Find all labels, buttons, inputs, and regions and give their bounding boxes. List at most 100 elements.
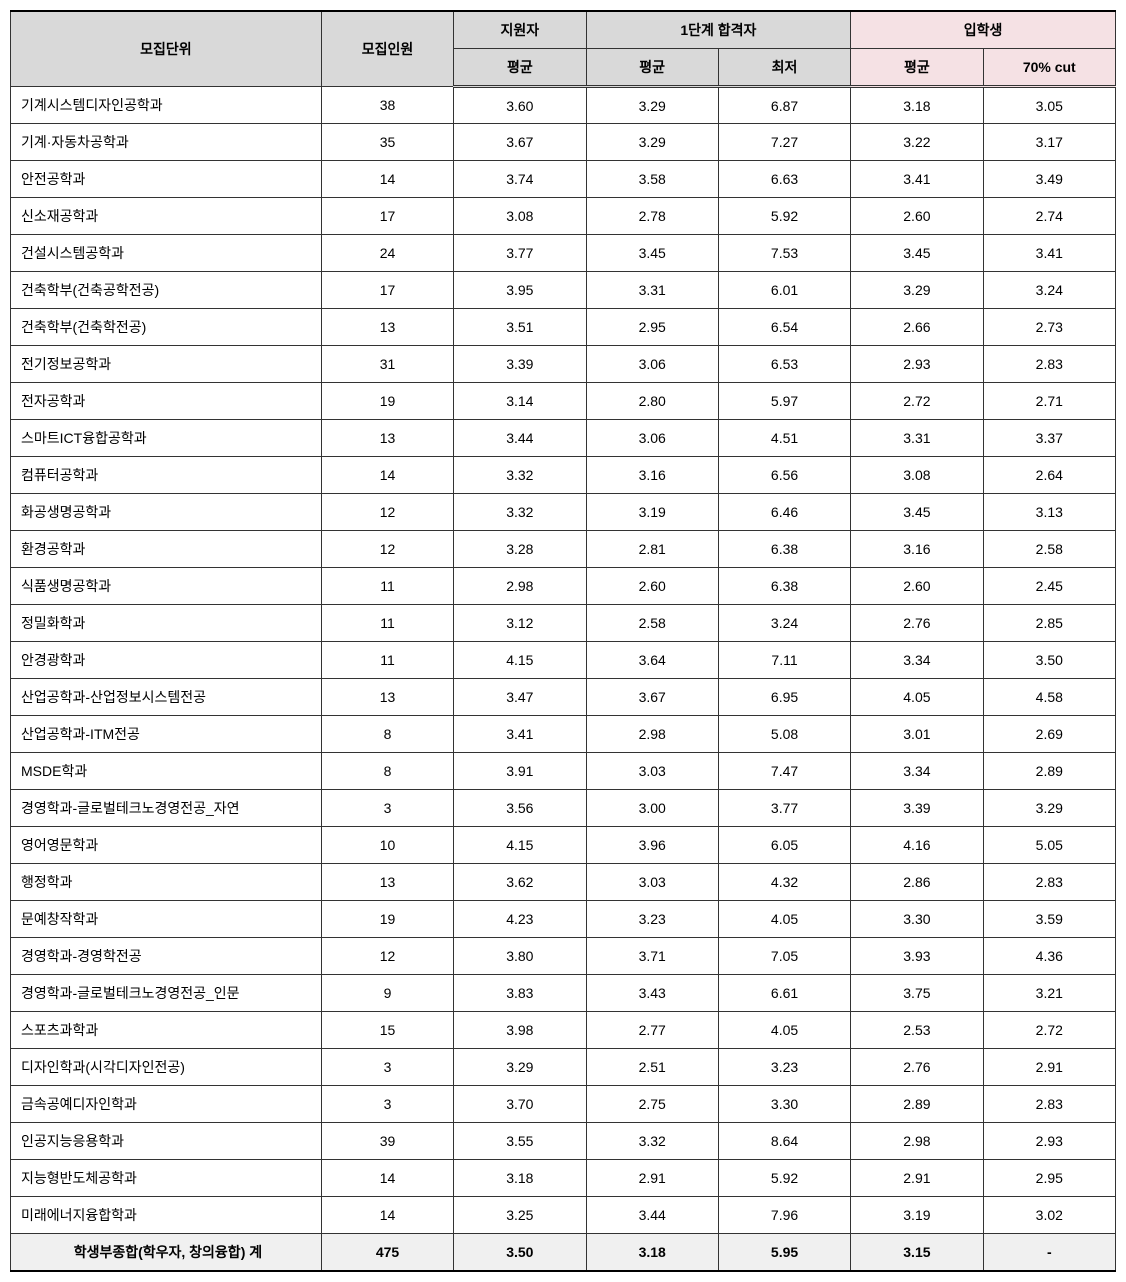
cell-dept: 건축학부(건축학전공) <box>11 309 322 346</box>
cell-app_avg: 4.15 <box>454 827 586 864</box>
cell-dept: 행정학과 <box>11 864 322 901</box>
table-row: 산업공학과-ITM전공83.412.985.083.012.69 <box>11 716 1116 753</box>
table-row: 화공생명공학과123.323.196.463.453.13 <box>11 494 1116 531</box>
cell-quota: 24 <box>321 235 453 272</box>
cell-quota: 13 <box>321 309 453 346</box>
cell-dept: 디자인학과(시각디자인전공) <box>11 1049 322 1086</box>
cell-quota: 8 <box>321 716 453 753</box>
cell-app_avg: 3.32 <box>454 457 586 494</box>
cell-s1_avg: 3.44 <box>586 1197 718 1234</box>
cell-s1_min: 6.63 <box>718 161 850 198</box>
cell-dept: 건축학부(건축공학전공) <box>11 272 322 309</box>
cell-s1_avg: 3.16 <box>586 457 718 494</box>
cell-app_avg: 3.62 <box>454 864 586 901</box>
cell-s1_avg: 3.03 <box>586 753 718 790</box>
cell-en_avg: 3.08 <box>851 457 983 494</box>
cell-app_avg: 3.32 <box>454 494 586 531</box>
table-header: 모집단위 모집인원 지원자 1단계 합격자 입학생 평균 평균 최저 평균 70… <box>11 11 1116 87</box>
cell-quota: 17 <box>321 272 453 309</box>
cell-app_avg: 3.60 <box>454 87 586 124</box>
cell-app_avg: 3.70 <box>454 1086 586 1123</box>
cell-en_avg: 2.72 <box>851 383 983 420</box>
cell-quota: 31 <box>321 346 453 383</box>
cell-s1_avg: 3.03 <box>586 864 718 901</box>
cell-app_avg: 3.12 <box>454 605 586 642</box>
cell-quota: 14 <box>321 457 453 494</box>
cell-en_cut: 3.41 <box>983 235 1115 272</box>
table-row: 경영학과-경영학전공123.803.717.053.934.36 <box>11 938 1116 975</box>
cell-app_avg: 3.18 <box>454 1160 586 1197</box>
cell-en_avg: 4.05 <box>851 679 983 716</box>
cell-en_cut: 2.45 <box>983 568 1115 605</box>
cell-dept: 문예창작학과 <box>11 901 322 938</box>
table-row: 안전공학과143.743.586.633.413.49 <box>11 161 1116 198</box>
cell-en_avg: 3.34 <box>851 753 983 790</box>
cell-s1_avg: 2.58 <box>586 605 718 642</box>
cell-s1_min: 6.61 <box>718 975 850 1012</box>
table-row: 기계·자동차공학과353.673.297.273.223.17 <box>11 124 1116 161</box>
cell-en_cut: 3.29 <box>983 790 1115 827</box>
cell-dept: 안전공학과 <box>11 161 322 198</box>
table-row: 경영학과-글로벌테크노경영전공_자연33.563.003.773.393.29 <box>11 790 1116 827</box>
cell-en_avg: 3.22 <box>851 124 983 161</box>
cell-s1_avg: 3.71 <box>586 938 718 975</box>
cell-s1_min: 3.77 <box>718 790 850 827</box>
cell-app_avg: 3.91 <box>454 753 586 790</box>
cell-s1_avg: 2.91 <box>586 1160 718 1197</box>
cell-app_avg: 3.55 <box>454 1123 586 1160</box>
cell-s1_min: 5.92 <box>718 1160 850 1197</box>
cell-en_avg: 2.89 <box>851 1086 983 1123</box>
cell-app_avg: 3.08 <box>454 198 586 235</box>
cell-en_avg: 2.60 <box>851 198 983 235</box>
cell-en_cut: 2.69 <box>983 716 1115 753</box>
cell-app_avg: 4.15 <box>454 642 586 679</box>
cell-s1_min: 6.05 <box>718 827 850 864</box>
cell-dept: 화공생명공학과 <box>11 494 322 531</box>
cell-s1_min: 4.51 <box>718 420 850 457</box>
cell-en_avg: 2.98 <box>851 1123 983 1160</box>
cell-en_cut: 2.91 <box>983 1049 1115 1086</box>
cell-quota: 12 <box>321 494 453 531</box>
summary-cell-s1_min: 5.95 <box>718 1234 850 1272</box>
cell-quota: 19 <box>321 383 453 420</box>
cell-s1_min: 7.27 <box>718 124 850 161</box>
cell-en_avg: 2.86 <box>851 864 983 901</box>
cell-s1_avg: 2.60 <box>586 568 718 605</box>
cell-dept: 경영학과-경영학전공 <box>11 938 322 975</box>
cell-quota: 11 <box>321 605 453 642</box>
cell-app_avg: 2.98 <box>454 568 586 605</box>
cell-en_cut: 2.95 <box>983 1160 1115 1197</box>
cell-s1_min: 6.38 <box>718 531 850 568</box>
header-quota: 모집인원 <box>321 11 453 87</box>
summary-cell-app_avg: 3.50 <box>454 1234 586 1272</box>
cell-dept: 전기정보공학과 <box>11 346 322 383</box>
cell-quota: 39 <box>321 1123 453 1160</box>
cell-app_avg: 3.39 <box>454 346 586 383</box>
cell-en_cut: 2.71 <box>983 383 1115 420</box>
cell-app_avg: 3.25 <box>454 1197 586 1234</box>
cell-quota: 8 <box>321 753 453 790</box>
cell-s1_min: 6.56 <box>718 457 850 494</box>
cell-s1_min: 6.87 <box>718 87 850 124</box>
cell-app_avg: 3.41 <box>454 716 586 753</box>
cell-s1_avg: 3.67 <box>586 679 718 716</box>
header-s1-min: 최저 <box>718 49 850 87</box>
cell-dept: 안경광학과 <box>11 642 322 679</box>
cell-s1_avg: 3.64 <box>586 642 718 679</box>
cell-quota: 3 <box>321 1086 453 1123</box>
header-applicants: 지원자 <box>454 11 586 49</box>
cell-quota: 15 <box>321 1012 453 1049</box>
cell-quota: 11 <box>321 642 453 679</box>
cell-app_avg: 3.14 <box>454 383 586 420</box>
cell-en_cut: 3.17 <box>983 124 1115 161</box>
cell-s1_avg: 3.32 <box>586 1123 718 1160</box>
cell-dept: 기계시스템디자인공학과 <box>11 87 322 124</box>
cell-quota: 17 <box>321 198 453 235</box>
cell-en_cut: 2.73 <box>983 309 1115 346</box>
cell-en_avg: 3.19 <box>851 1197 983 1234</box>
cell-en_avg: 3.45 <box>851 494 983 531</box>
cell-s1_min: 3.23 <box>718 1049 850 1086</box>
cell-dept: 산업공학과-ITM전공 <box>11 716 322 753</box>
table-row: 전자공학과193.142.805.972.722.71 <box>11 383 1116 420</box>
table-row: MSDE학과83.913.037.473.342.89 <box>11 753 1116 790</box>
